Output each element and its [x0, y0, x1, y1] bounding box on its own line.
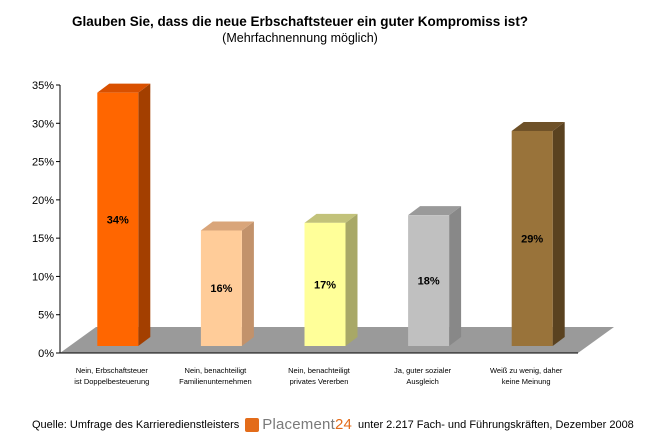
- bars: 34% 16% 17% 18% 29%: [97, 83, 565, 347]
- x-axis-labels: Nein, Erbschaftsteuer ist Doppelbesteueru…: [74, 366, 563, 386]
- placement24-logo-icon: [245, 417, 260, 432]
- bar-side: [552, 121, 565, 346]
- x-tick-label: privates Vererben: [290, 377, 349, 386]
- chart-title: Glauben Sie, dass die neue Erbschaftsteu…: [71, 14, 529, 29]
- bar-top: [408, 206, 462, 216]
- bar-side: [241, 221, 254, 346]
- y-tick-label: 20%: [32, 195, 54, 207]
- bar: 34%: [97, 83, 151, 347]
- placement24-logo: Placement24: [245, 416, 352, 433]
- source-suffix: unter 2.217 Fach- und Führungskräften, D…: [358, 418, 634, 431]
- y-axis: 0% 5% 10% 15% 20% 25% 30% 35%: [32, 80, 578, 360]
- bar-side: [449, 206, 462, 346]
- x-tick-label: Weiß zu wenig, daher: [490, 366, 563, 375]
- x-tick-label: Nein, Erbschaftsteuer: [76, 366, 149, 375]
- bar: 16%: [200, 221, 254, 346]
- y-tick-label: 0%: [38, 348, 54, 360]
- logo-number: 24: [334, 416, 353, 433]
- y-tick-label: 5%: [38, 310, 54, 322]
- bar: 29%: [511, 121, 565, 346]
- chart-subtitle: (Mehrfachnennung möglich): [222, 31, 378, 45]
- bar-front: [97, 92, 139, 347]
- y-tick-label: 30%: [32, 118, 54, 130]
- bar-top: [304, 213, 358, 223]
- y-tick-label: 35%: [32, 80, 54, 92]
- bar-data-label: 29%: [521, 233, 543, 245]
- bar-front: [408, 215, 450, 346]
- logo-name: Placement: [262, 416, 335, 433]
- bar-data-label: 16%: [210, 283, 232, 295]
- bar-top: [97, 83, 151, 93]
- y-tick-label: 15%: [32, 233, 54, 245]
- bar-front: [511, 130, 553, 346]
- x-tick-label: Familienunternehmen: [179, 377, 252, 386]
- x-tick-label: ist Doppelbesteuerung: [74, 377, 149, 386]
- bar: 17%: [304, 213, 358, 346]
- x-tick-label: Nein, benachteiligt: [185, 366, 248, 375]
- x-tick-label: keine Meinung: [502, 377, 551, 386]
- y-tick-label: 25%: [32, 157, 54, 169]
- source-prefix: Quelle: Umfrage des Karrieredienstleiste…: [32, 418, 240, 431]
- bar-side: [345, 213, 358, 346]
- bar-side: [138, 83, 151, 347]
- bar-data-label: 17%: [314, 279, 336, 291]
- bar-top: [200, 221, 254, 231]
- bar: 18%: [408, 206, 462, 346]
- bar-data-label: 18%: [418, 276, 440, 288]
- source-footer: Quelle: Umfrage des Karrieredienstleiste…: [32, 416, 634, 433]
- bar-front: [200, 230, 242, 346]
- bar-data-label: 34%: [107, 214, 129, 226]
- y-tick-label: 10%: [32, 271, 54, 283]
- x-tick-label: Ja, guter sozialer: [394, 366, 452, 375]
- x-tick-label: Nein, benachteiligt: [288, 366, 351, 375]
- x-tick-label: Ausgleich: [406, 377, 439, 386]
- bar-front: [304, 222, 346, 346]
- bar-top: [511, 121, 565, 131]
